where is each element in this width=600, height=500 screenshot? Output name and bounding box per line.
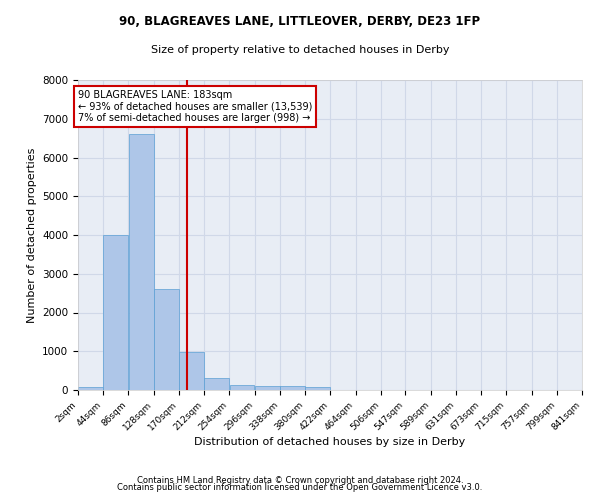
Bar xyxy=(78,387,103,390)
Bar xyxy=(255,386,280,390)
Bar xyxy=(154,289,179,390)
Text: 90 BLAGREAVES LANE: 183sqm
← 93% of detached houses are smaller (13,539)
7% of s: 90 BLAGREAVES LANE: 183sqm ← 93% of deta… xyxy=(78,90,313,123)
Bar xyxy=(179,352,204,390)
Bar xyxy=(280,386,305,390)
Bar xyxy=(128,134,154,390)
Bar xyxy=(103,235,128,390)
Bar xyxy=(230,386,254,390)
Y-axis label: Number of detached properties: Number of detached properties xyxy=(26,148,37,322)
Bar xyxy=(305,387,330,390)
Text: Contains HM Land Registry data © Crown copyright and database right 2024.: Contains HM Land Registry data © Crown c… xyxy=(137,476,463,485)
X-axis label: Distribution of detached houses by size in Derby: Distribution of detached houses by size … xyxy=(194,438,466,448)
Bar xyxy=(205,378,229,390)
Text: Size of property relative to detached houses in Derby: Size of property relative to detached ho… xyxy=(151,45,449,55)
Text: Contains public sector information licensed under the Open Government Licence v3: Contains public sector information licen… xyxy=(118,484,482,492)
Text: 90, BLAGREAVES LANE, LITTLEOVER, DERBY, DE23 1FP: 90, BLAGREAVES LANE, LITTLEOVER, DERBY, … xyxy=(119,15,481,28)
